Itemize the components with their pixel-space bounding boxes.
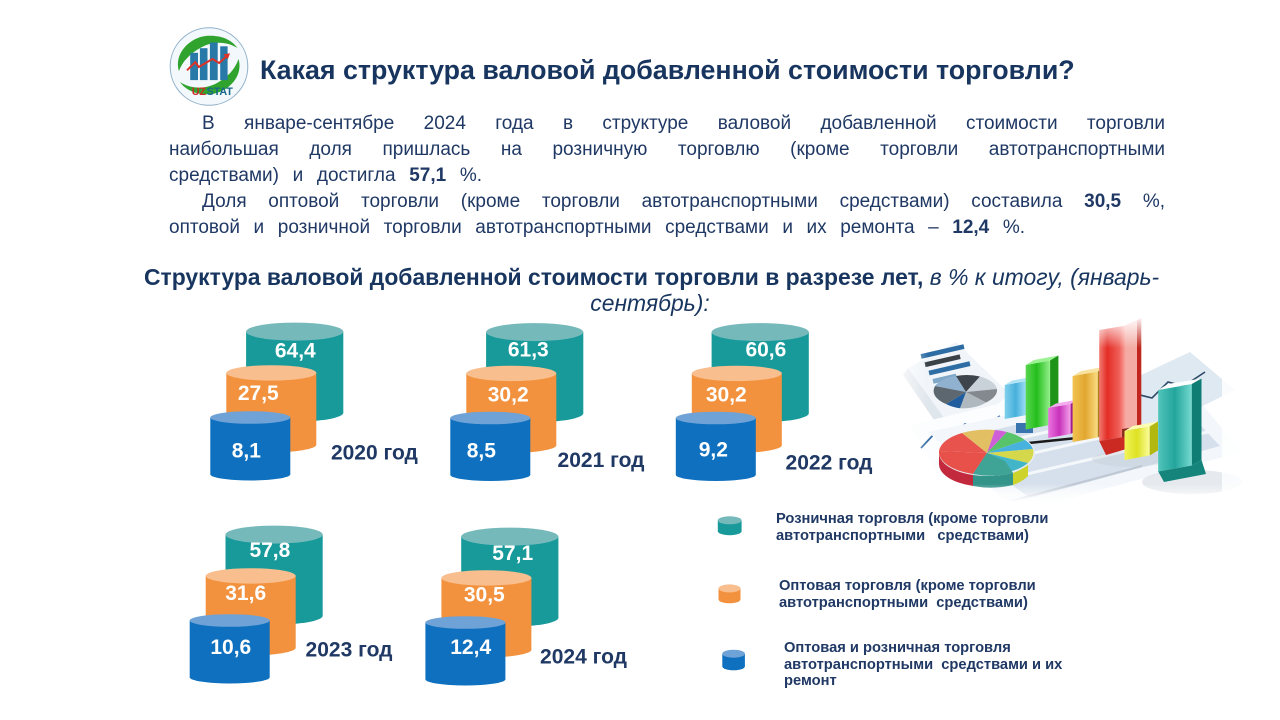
svg-text:64,4: 64,4	[275, 340, 316, 363]
svg-text:12,4: 12,4	[450, 636, 491, 659]
svg-text:27,5: 27,5	[238, 382, 279, 405]
svg-text:UZ: UZ	[192, 86, 207, 98]
svg-text:30,5: 30,5	[464, 583, 505, 606]
svg-text:9,2: 9,2	[699, 438, 728, 461]
svg-text:10,6: 10,6	[210, 636, 251, 659]
svg-text:2023 год: 2023 год	[306, 639, 393, 662]
svg-text:60,6: 60,6	[745, 338, 786, 361]
svg-text:2020 год: 2020 год	[331, 442, 418, 465]
svg-text:30,2: 30,2	[706, 383, 747, 406]
svg-text:30,2: 30,2	[488, 383, 529, 406]
svg-text:8,5: 8,5	[467, 440, 497, 463]
svg-text:STAT: STAT	[207, 86, 234, 98]
svg-text:2021 год: 2021 год	[558, 449, 645, 472]
svg-text:61,3: 61,3	[508, 338, 549, 361]
svg-text:31,6: 31,6	[225, 582, 266, 605]
svg-text:57,1: 57,1	[492, 542, 533, 565]
svg-text:57,8: 57,8	[249, 539, 290, 562]
svg-text:8,1: 8,1	[232, 440, 262, 463]
svg-text:2022 год: 2022 год	[786, 452, 873, 475]
svg-text:2024 год: 2024 год	[540, 646, 627, 669]
